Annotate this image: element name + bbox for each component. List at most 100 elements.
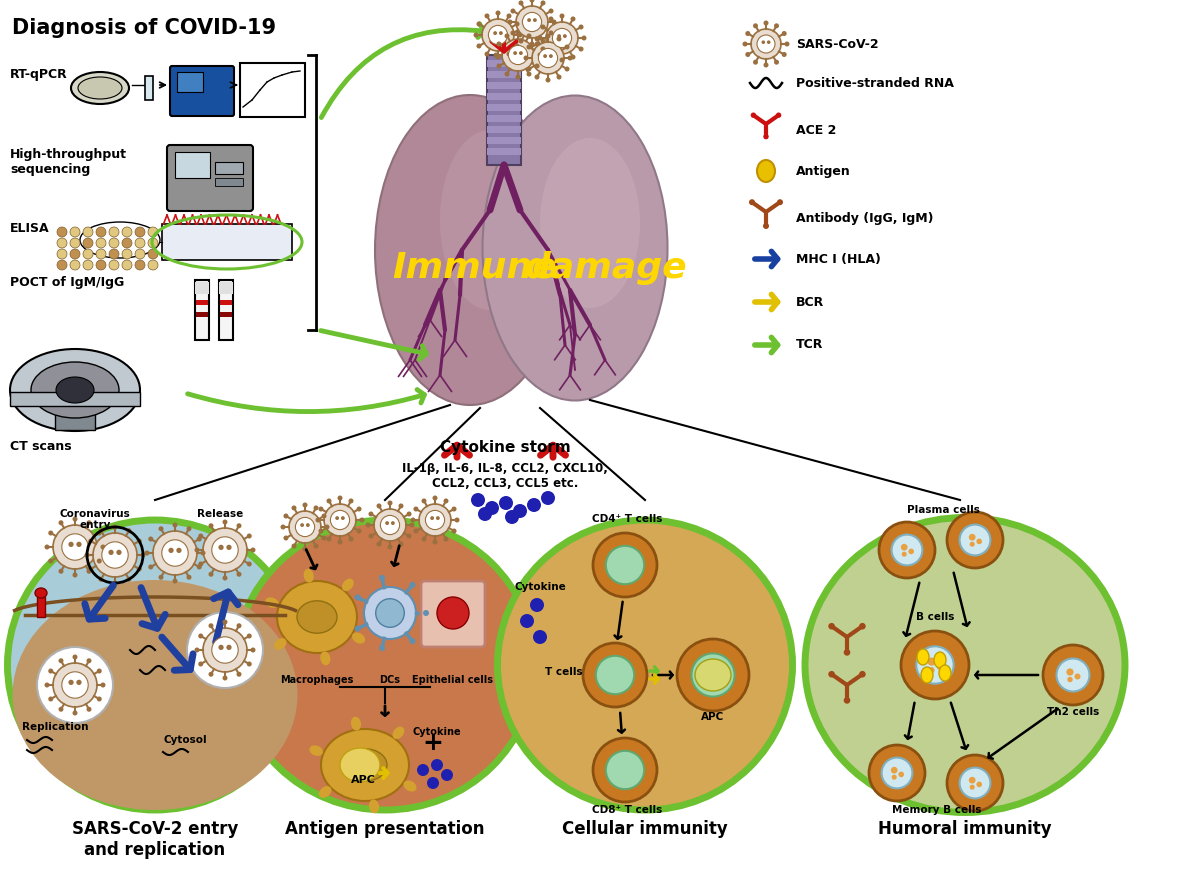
Circle shape [691,653,735,696]
Circle shape [77,541,81,547]
Ellipse shape [318,786,331,798]
Bar [487,71,521,78]
Circle shape [409,582,415,587]
Bar [487,55,521,165]
Circle shape [488,26,508,44]
Circle shape [376,541,382,547]
Circle shape [369,533,374,539]
Circle shape [522,12,541,32]
Circle shape [753,23,758,28]
Text: BCR: BCR [796,296,824,308]
Circle shape [452,529,456,533]
Circle shape [474,33,479,37]
Circle shape [844,697,850,703]
Circle shape [307,523,310,527]
Circle shape [177,548,182,553]
Circle shape [186,526,191,532]
Text: Memory B cells: Memory B cells [893,805,982,815]
Circle shape [533,630,547,644]
Circle shape [1066,668,1074,676]
Text: ELISA: ELISA [9,222,50,235]
Circle shape [969,534,975,540]
Circle shape [61,672,88,698]
Circle shape [901,544,908,550]
Circle shape [250,548,256,553]
Circle shape [751,29,780,59]
Text: T cells: T cells [546,667,582,677]
Bar [487,82,521,89]
Circle shape [409,523,415,527]
Ellipse shape [297,601,337,633]
Circle shape [388,501,393,506]
Circle shape [97,558,101,563]
Circle shape [976,781,982,787]
Circle shape [301,523,304,527]
Circle shape [57,249,67,259]
Circle shape [195,648,199,652]
Circle shape [436,517,440,520]
Circle shape [552,19,556,25]
Circle shape [443,537,448,541]
Circle shape [426,510,444,530]
Circle shape [341,517,344,520]
Bar [196,300,208,305]
Circle shape [493,31,498,35]
Circle shape [751,113,756,118]
Circle shape [531,598,544,612]
Circle shape [117,549,121,555]
Circle shape [149,238,158,248]
Circle shape [195,548,199,553]
Circle shape [72,655,78,659]
Circle shape [237,524,242,528]
Circle shape [136,249,145,259]
Circle shape [335,517,340,520]
Circle shape [376,599,404,627]
Circle shape [198,533,203,539]
Circle shape [534,36,540,42]
Circle shape [540,25,546,29]
Ellipse shape [482,96,667,400]
Circle shape [59,658,64,664]
Text: ACE 2: ACE 2 [796,123,836,136]
Text: damage: damage [525,251,687,285]
Circle shape [237,571,242,577]
Circle shape [499,496,513,510]
Circle shape [246,533,252,539]
Circle shape [95,238,106,248]
Bar [487,148,521,155]
Circle shape [753,59,758,65]
Circle shape [891,767,897,773]
Text: TCR: TCR [796,338,823,352]
Circle shape [571,55,575,59]
Circle shape [99,528,104,533]
Circle shape [121,227,132,237]
Circle shape [514,43,520,49]
Circle shape [409,638,415,644]
Circle shape [485,501,499,515]
Circle shape [908,548,914,555]
Circle shape [314,543,318,548]
Circle shape [203,628,246,672]
Ellipse shape [353,633,365,643]
Circle shape [520,614,534,628]
Circle shape [511,9,515,13]
Circle shape [378,575,386,581]
Circle shape [565,66,569,72]
Bar [195,280,209,340]
Circle shape [516,6,548,38]
Circle shape [433,540,437,545]
Circle shape [37,647,113,723]
Circle shape [153,531,197,575]
Circle shape [969,785,975,789]
Text: Macrophages: Macrophages [281,675,354,685]
FancyBboxPatch shape [421,581,485,647]
Circle shape [419,504,452,536]
Circle shape [136,227,145,237]
Circle shape [902,552,907,556]
Ellipse shape [343,749,387,781]
Text: Replication: Replication [21,722,88,732]
Ellipse shape [393,727,404,739]
Circle shape [414,507,419,511]
Ellipse shape [235,520,535,810]
Circle shape [318,529,323,533]
